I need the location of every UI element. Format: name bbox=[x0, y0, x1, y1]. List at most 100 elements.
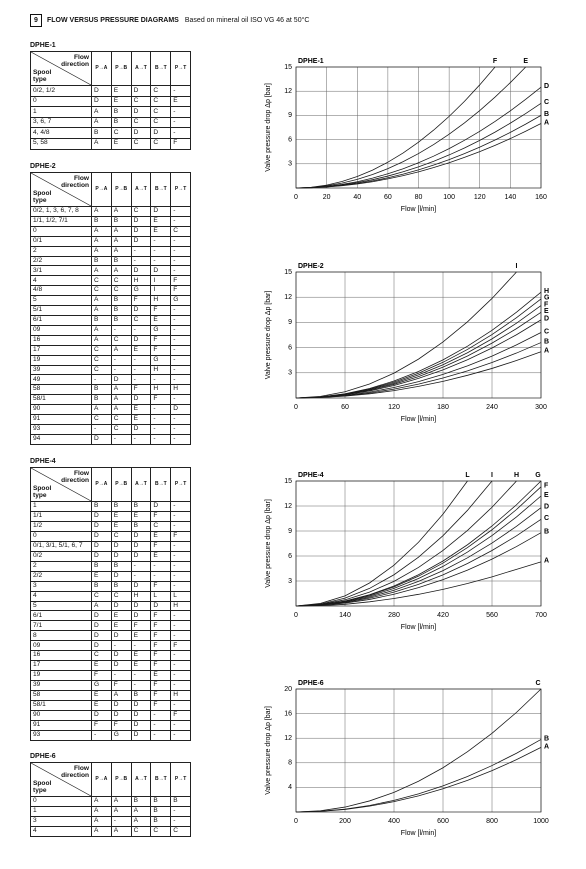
flow-direction-label: Flow direction bbox=[61, 470, 89, 484]
corner-diagonal bbox=[31, 763, 91, 796]
section-header: 9 FLOW VERSUS PRESSURE DIAGRAMS Based on… bbox=[30, 14, 309, 27]
x-axis-label: Flow [l/min] bbox=[401, 830, 436, 837]
spool-table: Flow direction Spool type P→A P→B A→T B→T P→T 1 B B… bbox=[30, 467, 191, 741]
table-row: 5/1 A B D F - bbox=[30, 305, 191, 316]
plot-frame bbox=[295, 688, 542, 813]
letter-cell: - bbox=[170, 729, 191, 741]
table-body: 0/2, 1/2 D E D C -0 D E C C E 1 A B D C -3, 6, 7 A B C C -4, … bbox=[30, 85, 191, 150]
y-tick-label: 15 bbox=[284, 269, 292, 276]
label-line: Spool bbox=[33, 780, 52, 787]
curve bbox=[295, 532, 542, 607]
curve-label: I bbox=[516, 263, 518, 270]
table-head: Flow direction Spool type P→A P→B A→T B→T P→T bbox=[30, 467, 191, 502]
plot-frame bbox=[295, 480, 542, 607]
curve bbox=[295, 747, 542, 813]
curve-label: F bbox=[544, 483, 549, 490]
x-tick-label: 180 bbox=[437, 404, 449, 411]
label-line: Spool bbox=[33, 485, 52, 492]
y-tick-label: 20 bbox=[284, 686, 292, 693]
x-tick-label: 280 bbox=[388, 612, 400, 619]
curve bbox=[295, 291, 542, 399]
x-tick-label: 600 bbox=[437, 818, 449, 825]
curve bbox=[295, 351, 542, 399]
y-tick-label: 3 bbox=[288, 161, 292, 168]
x-tick-label: 160 bbox=[535, 194, 547, 201]
x-tick-label: 40 bbox=[353, 194, 361, 201]
y-tick-label: 12 bbox=[284, 735, 292, 742]
curve-label: B bbox=[544, 338, 549, 345]
table-row: 91 C C E - - bbox=[30, 414, 191, 425]
curve bbox=[295, 271, 517, 399]
x-axis-label: Flow [l/min] bbox=[401, 206, 436, 213]
curve-label: H bbox=[544, 288, 549, 295]
spool-table-block: DPHE-4 Flow direction Spool type P→A P→B A→T B→T… bbox=[30, 458, 191, 741]
flow-direction-label: Flow direction bbox=[61, 765, 89, 779]
x-tick-label: 120 bbox=[474, 194, 486, 201]
y-tick-label: 8 bbox=[288, 760, 292, 767]
table-title: DPHE-4 bbox=[30, 458, 56, 465]
curve-label: D bbox=[544, 83, 549, 90]
curve bbox=[295, 311, 542, 399]
y-tick-label: 4 bbox=[288, 784, 292, 791]
x-tick-label: 400 bbox=[388, 818, 400, 825]
column-header: A→T bbox=[130, 467, 152, 502]
spool-type-label: Spool type bbox=[33, 69, 51, 83]
header-row: Flow direction Spool type P→A P→B A→T B→T P→T bbox=[30, 172, 191, 207]
y-tick-label: 9 bbox=[288, 112, 292, 119]
column-header: B→T bbox=[150, 51, 172, 86]
label-line: Flow bbox=[73, 470, 89, 477]
label-line: direction bbox=[61, 477, 89, 484]
table-row: 91 F F D - - bbox=[30, 719, 191, 731]
plot-frame bbox=[295, 271, 542, 399]
y-tick-label: 12 bbox=[284, 503, 292, 510]
curve-label: E bbox=[523, 58, 528, 65]
table-title: DPHE-6 bbox=[30, 753, 56, 760]
curve bbox=[295, 66, 526, 189]
curve-label: B bbox=[544, 529, 549, 536]
table-row: 5, 58 A E C C F bbox=[30, 137, 191, 150]
table-title: DPHE-1 bbox=[30, 42, 56, 49]
corner-diagonal bbox=[31, 52, 91, 85]
x-tick-label: 0 bbox=[294, 612, 298, 619]
curve bbox=[295, 480, 517, 607]
x-tick-label: 60 bbox=[341, 404, 349, 411]
spool-table: Flow direction Spool type P→A P→B A→T B→T P→T 0/2… bbox=[30, 51, 191, 150]
label-line: type bbox=[33, 492, 47, 499]
table-head: Flow direction Spool type P→A P→B A→T B→T P→T bbox=[30, 51, 191, 86]
letter-cell: C bbox=[170, 826, 191, 837]
curve-label: D bbox=[544, 316, 549, 323]
table-head: Flow direction Spool type P→A P→B A→T B→T P→T bbox=[30, 172, 191, 207]
spool-type-cell: 94 bbox=[30, 433, 92, 445]
curve-label: C bbox=[544, 328, 549, 335]
table-head: Flow direction Spool type P→A P→B A→T B→T P→T bbox=[30, 762, 191, 797]
label-line: Spool bbox=[33, 69, 52, 76]
curve-label: B bbox=[544, 111, 549, 118]
spool-table-block: DPHE-2 Flow direction Spool type P→A P→B A→T B→T… bbox=[30, 163, 191, 445]
y-tick-label: 16 bbox=[284, 710, 292, 717]
x-tick-label: 800 bbox=[486, 818, 498, 825]
spool-table-block: DPHE-1 Flow direction Spool type P→A P→B A→T B→T… bbox=[30, 42, 191, 150]
curve-label: D bbox=[544, 504, 549, 511]
label-line: type bbox=[33, 787, 47, 794]
x-tick-label: 60 bbox=[384, 194, 392, 201]
curve-label: B bbox=[544, 735, 549, 742]
label-line: direction bbox=[61, 772, 89, 779]
x-tick-label: 20 bbox=[323, 194, 331, 201]
curve bbox=[295, 332, 542, 399]
curve bbox=[295, 66, 496, 189]
y-axis-label: Valve pressure drop Δp [bar] bbox=[265, 291, 272, 380]
y-tick-label: 6 bbox=[288, 344, 292, 351]
curve-label: G bbox=[535, 472, 541, 479]
curve-label: E bbox=[544, 492, 549, 499]
table-row: 17 E D E F - bbox=[30, 660, 191, 672]
spool-table-block: DPHE-6 Flow direction Spool type P→A P→B A→T B→T… bbox=[30, 753, 191, 837]
x-tick-label: 300 bbox=[535, 404, 547, 411]
label-line: Flow bbox=[73, 175, 89, 182]
spool-type-cell: 5, 58 bbox=[30, 137, 92, 150]
column-header: P→A bbox=[91, 467, 112, 502]
curve-label: C bbox=[544, 99, 549, 106]
